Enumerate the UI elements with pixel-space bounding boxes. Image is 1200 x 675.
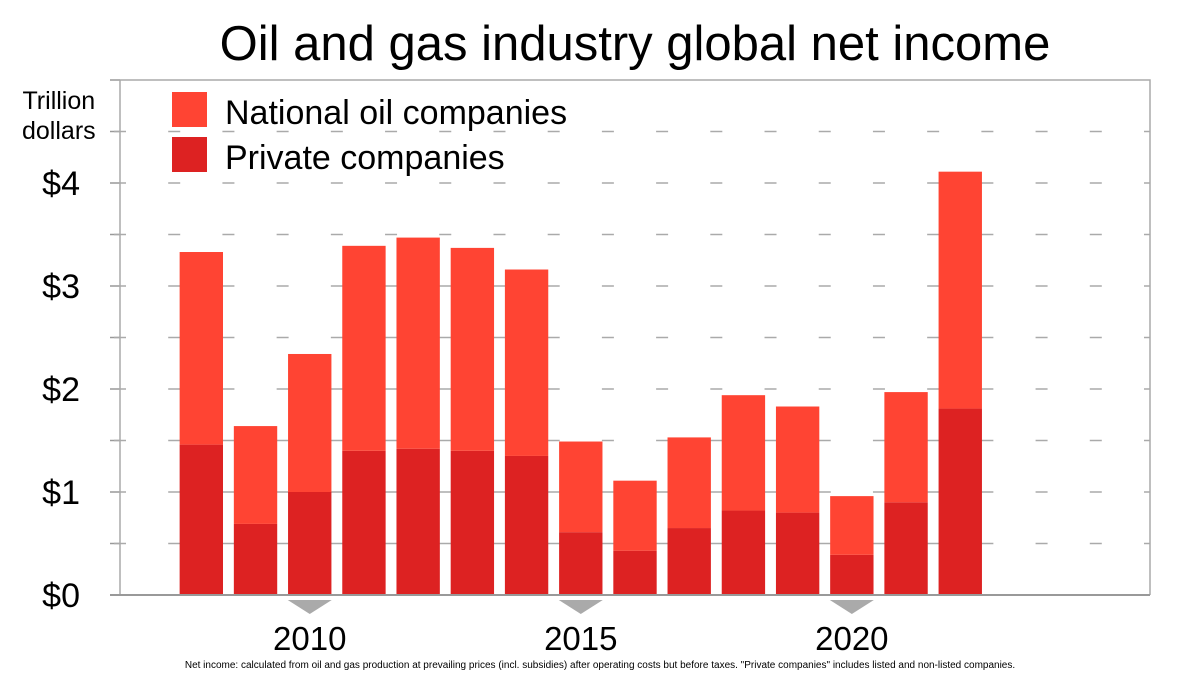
- bar-national-oil-companies-2016: [613, 480, 657, 551]
- bar-private-companies-2014: [504, 455, 549, 595]
- chart-title: Oil and gas industry global net income: [220, 17, 1051, 71]
- y-tick-label: $1: [42, 474, 80, 512]
- bar-private-companies-2013: [450, 450, 495, 595]
- bar-national-oil-companies-2019: [775, 406, 820, 513]
- bar-national-oil-companies-2018: [721, 395, 766, 511]
- y-tick-label: $4: [42, 165, 80, 203]
- bar-private-companies-2022: [938, 408, 982, 595]
- bar-private-companies-2011: [342, 450, 386, 595]
- bar-national-oil-companies-2014: [504, 269, 549, 456]
- bar-national-oil-companies-2009: [233, 426, 278, 524]
- plot-frame: [110, 79, 1151, 596]
- x-tick-marker: [287, 600, 332, 614]
- bar-national-oil-companies-2021: [884, 392, 928, 503]
- bar-private-companies-2009: [233, 523, 278, 595]
- bar-private-companies-2012: [396, 448, 440, 595]
- bar-national-oil-companies-2017: [667, 437, 711, 529]
- gridlines: [110, 79, 1150, 596]
- legend: National oil companies Private companies: [172, 92, 567, 177]
- bars: [179, 171, 982, 595]
- bar-national-oil-companies-2022: [938, 171, 982, 409]
- y-axis-label: Trillion dollars: [22, 87, 96, 145]
- x-tick-label: 2015: [544, 620, 617, 657]
- legend-label-private-companies: Private companies: [225, 139, 505, 177]
- y-tick-label: $2: [42, 371, 80, 409]
- footnote: Net income: calculated from oil and gas …: [185, 660, 1015, 671]
- bar-national-oil-companies-2012: [396, 237, 440, 449]
- bar-private-companies-2008: [179, 444, 223, 595]
- bar-national-oil-companies-2020: [830, 496, 874, 555]
- bar-private-companies-2018: [721, 510, 766, 595]
- x-tick-label: 2010: [273, 620, 346, 657]
- legend-swatch-national-oil-companies: [172, 92, 207, 127]
- legend-swatch-private-companies: [172, 137, 207, 172]
- bar-national-oil-companies-2008: [179, 252, 223, 445]
- bar-private-companies-2010: [288, 492, 332, 595]
- bar-private-companies-2019: [775, 512, 820, 595]
- bar-private-companies-2021: [884, 502, 928, 595]
- bar-private-companies-2017: [667, 528, 711, 595]
- bar-national-oil-companies-2013: [450, 247, 495, 451]
- bar-private-companies-2016: [613, 550, 657, 595]
- y-axis-ticks: $0 $1 $2 $3 $4: [42, 165, 80, 615]
- x-tick-marker: [558, 600, 603, 614]
- x-tick-label: 2020: [815, 620, 888, 657]
- bar-national-oil-companies-2010: [288, 353, 332, 492]
- bar-private-companies-2015: [559, 532, 603, 595]
- bar-national-oil-companies-2015: [559, 441, 603, 533]
- x-tick-marker: [829, 600, 874, 614]
- x-axis-ticks: 2010 2015 2020: [273, 600, 889, 657]
- bar-national-oil-companies-2011: [342, 245, 386, 451]
- legend-label-national-oil-companies: National oil companies: [225, 94, 567, 132]
- bar-private-companies-2020: [830, 554, 874, 595]
- y-tick-label: $3: [42, 268, 80, 306]
- plot-border: [119, 79, 1151, 595]
- y-tick-label: $0: [42, 577, 80, 615]
